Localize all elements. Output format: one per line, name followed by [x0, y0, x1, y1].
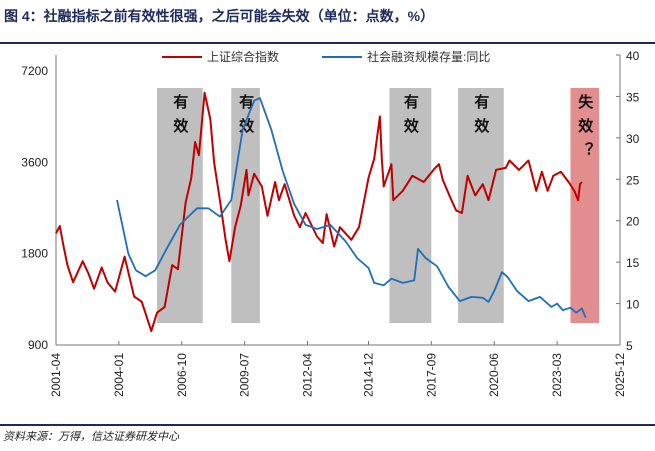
annotation-band	[458, 88, 504, 323]
series-line-0	[55, 91, 583, 333]
x-tick-label: 2009-07	[238, 353, 252, 397]
annotation-label: 有效	[237, 94, 256, 142]
annotation-label-box: 有效	[389, 94, 431, 214]
left-tick-label: 7200	[21, 64, 48, 78]
annotation-band	[389, 88, 432, 323]
series-lines	[55, 91, 587, 333]
source-note: 资料来源：万得，信达证券研发中心	[3, 430, 180, 443]
x-tick-label: 2014-12	[361, 353, 375, 397]
right-tick-label: 15	[626, 256, 640, 270]
annotation-label: 有效	[401, 94, 420, 142]
annotation-label: 有效	[472, 94, 491, 142]
x-tick-label: 2001-04	[49, 353, 63, 397]
x-tick-label: 2023-03	[550, 353, 564, 397]
right-tick-label: 20	[626, 215, 640, 229]
legend-label: 上证综合指数	[207, 49, 279, 64]
annotation-label-wrap: 有效	[157, 94, 203, 214]
annotation-label-wrap: 有效	[458, 94, 504, 214]
x-tick-label: 2017-09	[424, 353, 438, 397]
right-tick-label: 35	[626, 90, 640, 104]
right-tick-label: 5	[626, 339, 633, 353]
annotation-bands: 有效 有效 有效 有效 失效？	[156, 88, 600, 323]
annotation-band	[156, 88, 203, 323]
annotation-band	[231, 88, 260, 323]
chart-title: 图 4：社融指标之前有效性很强，之后可能会失效（单位：点数，%）	[4, 8, 434, 24]
annotation-label-box: 失效？	[570, 94, 599, 214]
right-tick-label: 10	[626, 298, 640, 312]
series-line-1	[116, 97, 587, 319]
right-tick-label: 25	[626, 173, 640, 187]
left-tick-label: 3600	[21, 155, 48, 169]
x-tick-label: 2012-04	[301, 353, 315, 397]
annotation-label: 失效？	[576, 94, 595, 166]
legend-label: 社会融资规模存量:同比	[367, 49, 490, 64]
x-tick-label: 2006-10	[175, 353, 189, 397]
annotation-band	[570, 88, 600, 323]
annotation-label-box: 有效	[157, 94, 203, 214]
annotation-label-wrap: 失效？	[570, 94, 599, 214]
annotation-label-box: 有效	[458, 94, 504, 214]
axes: 900 1800 3600 7200 5 10 15 20 25 30 35 40 2001-04 200…	[21, 49, 639, 397]
x-tick-label: 2020-06	[487, 353, 501, 397]
legend: 上证综合指数 社会融资规模存量:同比	[162, 49, 490, 64]
left-tick-label: 1800	[21, 247, 48, 261]
left-tick-label: 900	[28, 338, 48, 352]
annotation-label-wrap: 有效	[389, 94, 431, 214]
x-tick-label: 2004-01	[112, 353, 126, 397]
right-tick-label: 30	[626, 132, 640, 146]
annotation-label-wrap: 有效	[231, 94, 260, 214]
right-tick-label: 40	[626, 49, 640, 63]
x-tick-label: 2025-12	[613, 353, 627, 397]
annotation-label-box: 有效	[231, 94, 260, 214]
annotation-label: 有效	[171, 94, 190, 142]
